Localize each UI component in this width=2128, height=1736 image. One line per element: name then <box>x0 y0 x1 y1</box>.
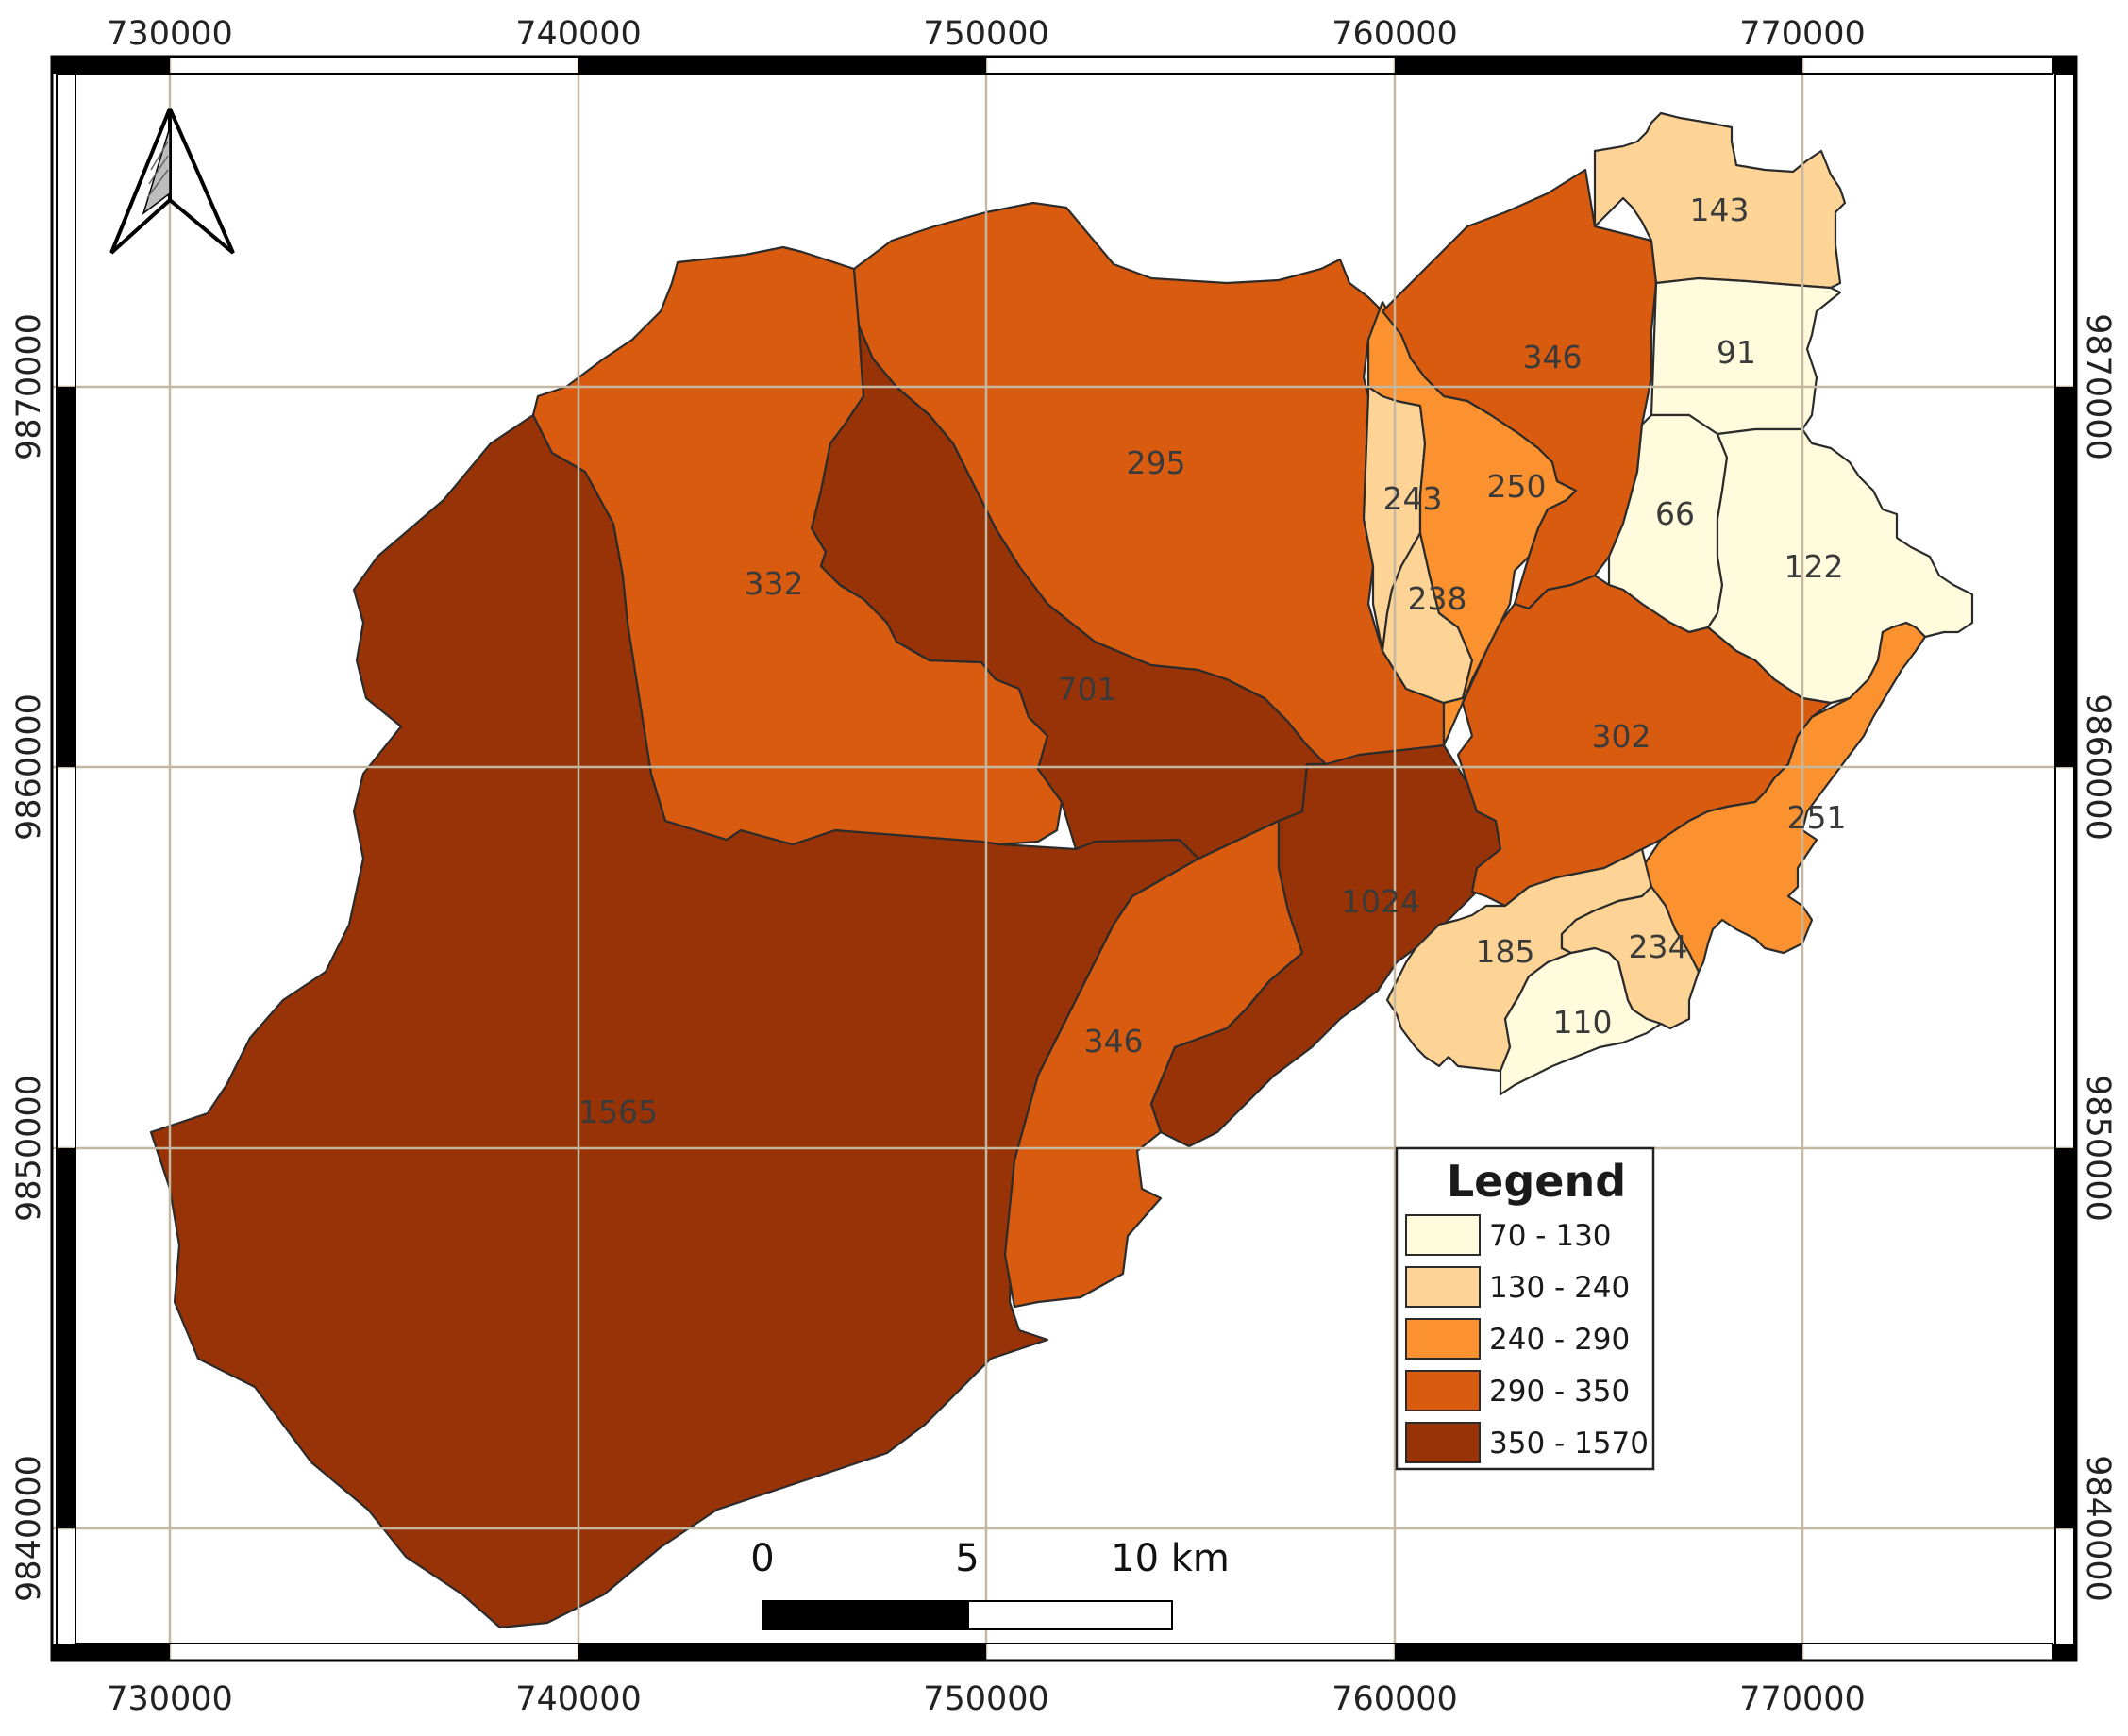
region-110 <box>1499 946 1663 1096</box>
y-tick-right: 9870000 <box>2079 313 2117 460</box>
region-label-91: 91 <box>1717 334 1756 371</box>
legend-title: Legend <box>1447 1156 1626 1207</box>
region-label-250: 250 <box>1487 468 1547 505</box>
legend-swatch <box>1405 1422 1481 1463</box>
y-tick-right: 9840000 <box>2079 1455 2117 1602</box>
graticule <box>52 57 2076 1661</box>
x-tick-top: 750000 <box>923 15 1049 53</box>
x-tick-top: 760000 <box>1332 15 1458 53</box>
legend-swatch <box>1405 1214 1481 1256</box>
region-label-701: 701 <box>1058 671 1117 708</box>
legend: Legend 70 - 130 130 - 240 240 - 290 290 - 3… <box>1395 1146 1655 1471</box>
legend-label: 240 - 290 <box>1489 1323 1630 1357</box>
region-label-66: 66 <box>1655 495 1695 532</box>
y-tick-left: 9840000 <box>10 1455 48 1602</box>
y-tick-left: 9860000 <box>10 693 48 841</box>
y-tick-right: 9860000 <box>2079 693 2117 841</box>
region-label-110: 110 <box>1553 1004 1613 1041</box>
region-label-302: 302 <box>1592 718 1651 755</box>
region-label-243: 243 <box>1383 480 1443 517</box>
scale-bar-black-segment <box>762 1600 969 1630</box>
region-label-185: 185 <box>1476 933 1535 970</box>
x-tick-bottom: 730000 <box>107 1680 233 1718</box>
region-label-122: 122 <box>1785 548 1844 585</box>
region-label-332: 332 <box>745 565 804 602</box>
legend-box <box>1395 1146 1655 1471</box>
region-label-346-north: 346 <box>1523 339 1583 376</box>
legend-label: 350 - 1570 <box>1489 1427 1649 1461</box>
x-tick-top: 730000 <box>107 15 233 53</box>
region-143 <box>1593 111 1847 290</box>
region-label-234: 234 <box>1629 928 1688 965</box>
x-tick-bottom: 750000 <box>923 1680 1049 1718</box>
y-axis-labels-left: 9870000 9860000 9850000 9840000 <box>10 313 48 1602</box>
legend-swatch <box>1405 1266 1481 1308</box>
north-arrow-icon <box>109 108 235 255</box>
scale-label-5: 5 <box>955 1537 979 1580</box>
legend-swatch <box>1405 1318 1481 1360</box>
x-tick-top: 740000 <box>515 15 642 53</box>
region-label-143: 143 <box>1690 192 1750 228</box>
region-label-1565: 1565 <box>578 1093 658 1130</box>
legend-label: 290 - 350 <box>1489 1375 1630 1409</box>
region-labels: 1565 346 1024 332 701 295 243 238 250 34… <box>578 192 1846 1130</box>
y-tick-right: 9850000 <box>2079 1075 2117 1222</box>
region-label-346-south: 346 <box>1084 1023 1144 1060</box>
x-tick-bottom: 770000 <box>1739 1680 1866 1718</box>
region-label-238: 238 <box>1408 580 1467 617</box>
region-label-295: 295 <box>1127 444 1186 481</box>
x-axis-labels-top: 730000 740000 750000 760000 770000 <box>107 15 1866 53</box>
region-label-1024: 1024 <box>1341 883 1420 920</box>
watershed-regions <box>149 111 1974 1629</box>
x-tick-bottom: 760000 <box>1332 1680 1458 1718</box>
y-tick-left: 9870000 <box>10 313 48 460</box>
legend-label: 70 - 130 <box>1489 1219 1612 1253</box>
region-label-251: 251 <box>1787 799 1847 836</box>
x-tick-top: 770000 <box>1739 15 1866 53</box>
scale-bar: 0 5 10 km <box>750 1537 1230 1630</box>
legend-swatch <box>1405 1370 1481 1411</box>
scale-label-0: 0 <box>750 1537 774 1580</box>
scale-label-10km: 10 km <box>1111 1537 1230 1580</box>
x-axis-labels-bottom: 730000 740000 750000 760000 770000 <box>107 1680 1866 1718</box>
frame-border <box>50 55 2078 1662</box>
x-tick-bottom: 740000 <box>515 1680 642 1718</box>
scale-bar-white-segment <box>967 1600 1173 1630</box>
legend-label: 130 - 240 <box>1489 1271 1630 1305</box>
y-tick-left: 9850000 <box>10 1075 48 1222</box>
y-axis-labels-right: 9870000 9860000 9850000 9840000 <box>2079 313 2117 1602</box>
